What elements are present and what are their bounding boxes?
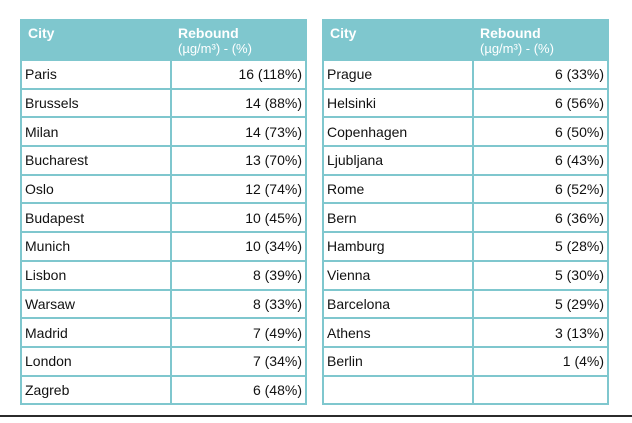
table-row: Rome 6 (52%) — [322, 173, 609, 205]
table-header-row: City Rebound (µg/m³) - (%) — [20, 19, 307, 61]
rebound-value-cell: 3 (13%) — [472, 317, 609, 348]
table-row: Madrid 7 (49%) — [20, 317, 307, 348]
table-header-row: City Rebound (µg/m³) - (%) — [322, 19, 609, 61]
city-cell: Helsinki — [322, 87, 474, 119]
table-row — [322, 374, 609, 406]
rebound-value-cell: 7 (49%) — [170, 317, 307, 348]
city-cell: Munich — [20, 231, 172, 262]
city-cell: London — [20, 345, 172, 377]
rebound-value-cell: 6 (36%) — [472, 202, 609, 234]
city-cell: Milan — [20, 116, 172, 148]
rebound-value-cell: 16 (118%) — [170, 59, 307, 90]
city-cell: Madrid — [20, 317, 172, 348]
rebound-value-cell — [472, 374, 609, 406]
rebound-column-header: Rebound (µg/m³) - (%) — [472, 19, 609, 61]
rebound-value-cell: 6 (50%) — [472, 116, 609, 148]
rebound-value-cell: 6 (33%) — [472, 59, 609, 90]
rebound-value-cell: 1 (4%) — [472, 345, 609, 377]
rebound-header-label: Rebound — [480, 25, 541, 41]
rebound-value-cell: 6 (43%) — [472, 145, 609, 176]
rebound-table-left: City Rebound (µg/m³) - (%) Paris 16 (118%)… — [20, 19, 307, 406]
rebound-value-cell: 5 (29%) — [472, 288, 609, 320]
table-row: Barcelona 5 (29%) — [322, 288, 609, 320]
table-row: Budapest 10 (45%) — [20, 202, 307, 234]
city-cell: Zagreb — [20, 374, 172, 406]
city-cell: Vienna — [322, 259, 474, 291]
rebound-value-cell: 6 (56%) — [472, 87, 609, 119]
rebound-value-cell: 10 (34%) — [170, 231, 307, 262]
city-cell: Rome — [322, 173, 474, 205]
table-row: Milan 14 (73%) — [20, 116, 307, 148]
table-row: Copenhagen 6 (50%) — [322, 116, 609, 148]
city-column-header: City — [322, 19, 474, 61]
rebound-table-right-body: Prague 6 (33%) Helsinki 6 (56%) Copenhagen 6 … — [322, 59, 609, 406]
rebound-value-cell: 5 (28%) — [472, 231, 609, 262]
city-cell: Barcelona — [322, 288, 474, 320]
rebound-value-cell: 5 (30%) — [472, 259, 609, 291]
rebound-value-cell: 12 (74%) — [170, 173, 307, 205]
city-cell: Warsaw — [20, 288, 172, 320]
table-row: Munich 10 (34%) — [20, 231, 307, 262]
rebound-value-cell: 7 (34%) — [170, 345, 307, 377]
table-row: Warsaw 8 (33%) — [20, 288, 307, 320]
rebound-column-header: Rebound (µg/m³) - (%) — [170, 19, 307, 61]
rebound-header-label: Rebound — [178, 25, 239, 41]
city-cell — [322, 374, 474, 406]
city-cell: Prague — [322, 59, 474, 90]
city-cell: Brussels — [20, 87, 172, 119]
rebound-value-cell: 8 (33%) — [170, 288, 307, 320]
rebound-unit-label: (µg/m³) - (%) — [480, 41, 554, 56]
city-cell: Paris — [20, 59, 172, 90]
rebound-unit-label: (µg/m³) - (%) — [178, 41, 252, 56]
table-row: Helsinki 6 (56%) — [322, 87, 609, 119]
bottom-divider — [0, 415, 632, 417]
table-row: Paris 16 (118%) — [20, 59, 307, 90]
table-row: London 7 (34%) — [20, 345, 307, 377]
city-column-header: City — [20, 19, 172, 61]
rebound-table-left-body: Paris 16 (118%) Brussels 14 (88%) Milan 14 (7… — [20, 59, 307, 406]
table-row: Bucharest 13 (70%) — [20, 145, 307, 176]
rebound-value-cell: 14 (73%) — [170, 116, 307, 148]
rebound-value-cell: 8 (39%) — [170, 259, 307, 291]
table-row: Ljubljana 6 (43%) — [322, 145, 609, 176]
city-cell: Oslo — [20, 173, 172, 205]
city-cell: Lisbon — [20, 259, 172, 291]
city-cell: Bucharest — [20, 145, 172, 176]
city-cell: Bern — [322, 202, 474, 234]
city-cell: Ljubljana — [322, 145, 474, 176]
rebound-value-cell: 13 (70%) — [170, 145, 307, 176]
city-cell: Athens — [322, 317, 474, 348]
rebound-value-cell: 6 (52%) — [472, 173, 609, 205]
table-row: Lisbon 8 (39%) — [20, 259, 307, 291]
rebound-value-cell: 6 (48%) — [170, 374, 307, 406]
table-row: Brussels 14 (88%) — [20, 87, 307, 119]
table-row: Prague 6 (33%) — [322, 59, 609, 90]
rebound-value-cell: 10 (45%) — [170, 202, 307, 234]
table-row: Bern 6 (36%) — [322, 202, 609, 234]
rebound-value-cell: 14 (88%) — [170, 87, 307, 119]
city-cell: Berlin — [322, 345, 474, 377]
city-cell: Copenhagen — [322, 116, 474, 148]
table-row: Berlin 1 (4%) — [322, 345, 609, 377]
table-row: Oslo 12 (74%) — [20, 173, 307, 205]
city-cell: Budapest — [20, 202, 172, 234]
table-row: Zagreb 6 (48%) — [20, 374, 307, 406]
table-row: Hamburg 5 (28%) — [322, 231, 609, 262]
rebound-table-right: City Rebound (µg/m³) - (%) Prague 6 (33%) H… — [322, 19, 609, 406]
city-cell: Hamburg — [322, 231, 474, 262]
table-row: Athens 3 (13%) — [322, 317, 609, 348]
table-row: Vienna 5 (30%) — [322, 259, 609, 291]
